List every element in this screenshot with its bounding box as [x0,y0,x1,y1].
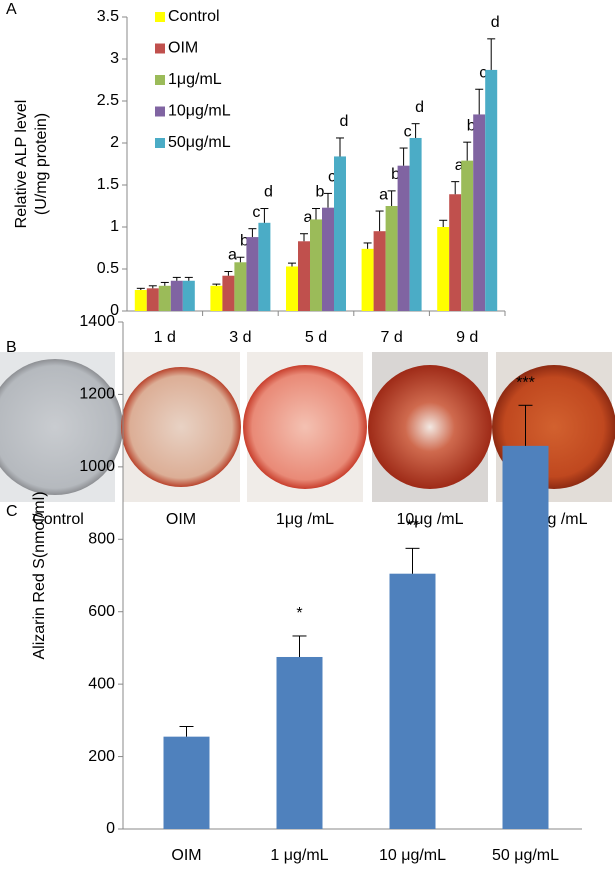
x-tick-label: 50 μg/mL [492,847,559,864]
annotation: ** [406,518,418,535]
annotation: *** [516,375,535,392]
annotation: b [467,117,476,134]
photo-label: 10μg /mL [396,511,463,528]
annotation: c [252,204,260,221]
x-tick-label: 5 d [305,329,327,346]
bar [182,280,195,311]
y-tick-label: 2.5 [97,92,119,109]
bar [461,160,474,311]
x-tick-label: 1 μg/mL [270,847,328,864]
annotation: * [296,605,302,622]
annotation: b [391,166,400,183]
bar [163,736,210,829]
legend-label: 50μg/mL [168,134,231,151]
x-tick-label: 10 μg/mL [379,847,446,864]
annotation: c [479,64,487,81]
bar [389,573,436,829]
bar [134,290,147,311]
legend-swatch [155,12,165,22]
y-tick-label: 1 [110,218,119,235]
y-tick-label: 600 [88,603,115,620]
y-tick-label: 1200 [79,386,115,403]
bar [322,207,334,311]
y-axis-label: Relative ALP level [13,100,30,229]
well [243,365,367,489]
bar [210,285,223,311]
y-tick-label: 800 [88,531,115,548]
x-tick-label: 9 d [456,329,478,346]
y-axis-label: (U/mg protein) [33,113,50,215]
y-tick-label: 3.5 [97,8,119,25]
annotation: b [316,184,325,201]
legend-swatch [155,138,165,148]
photos [0,352,615,502]
bar [473,114,486,311]
annotation: a [379,186,388,203]
legend-label: Control [168,8,220,25]
annotation: a [228,247,237,264]
x-tick-label: 7 d [380,329,402,346]
bar [502,445,549,829]
y-tick-label: 3 [110,50,119,67]
bar [170,280,183,311]
annotation: a [304,209,313,226]
annotation: d [491,14,500,31]
bar [222,275,235,311]
y-tick-label: 1400 [79,313,115,330]
bar [158,285,171,311]
y-tick-label: 2 [110,134,119,151]
bar [258,222,271,311]
y-tick-label: 1.5 [97,176,119,193]
bar [409,137,422,311]
x-tick-label: 3 d [229,329,251,346]
bar [385,206,398,311]
annotation: b [240,232,249,249]
bar [449,194,462,311]
legend-label: OIM [168,40,198,57]
bar [485,69,498,311]
bar [310,219,322,311]
bar [146,288,159,311]
bar [246,237,259,311]
bar [276,656,323,829]
y-tick-label: 0 [106,820,115,837]
bar [286,266,298,311]
bar [298,241,310,311]
bar [437,227,450,311]
legend-label: 1μg/mL [168,71,222,88]
y-tick-label: 1000 [79,458,115,475]
well [368,365,492,489]
panel-label: C [6,503,18,520]
bar [397,165,410,311]
x-tick-label: OIM [171,847,201,864]
photo-label: Control [32,511,84,528]
y-axis-label: Alizarin Red S(nmol/ml) [31,491,48,659]
y-tick-label: 0.5 [97,260,119,277]
x-tick-label: 1 d [154,329,176,346]
well [121,367,241,487]
well [0,359,123,495]
panel-label: B [6,339,17,356]
annotation: d [415,99,424,116]
legend-swatch [155,43,165,54]
legend-swatch [155,106,165,117]
annotation: c [404,123,412,140]
photo-label: 1μg /mL [276,511,334,528]
annotation: a [455,157,464,174]
bar [334,156,346,311]
panel-label: A [6,1,17,18]
bar [373,231,386,311]
legend-label: 10μg/mL [168,103,231,120]
bar [361,248,374,311]
photo-label: OIM [166,511,196,528]
y-tick-label: 200 [88,748,115,765]
annotation: d [264,184,273,201]
annotation: c [328,169,336,186]
y-tick-label: 400 [88,675,115,692]
y-tick-label: 0 [110,302,119,319]
annotation: d [340,113,349,130]
bar [234,262,247,311]
legend-swatch [155,75,165,85]
